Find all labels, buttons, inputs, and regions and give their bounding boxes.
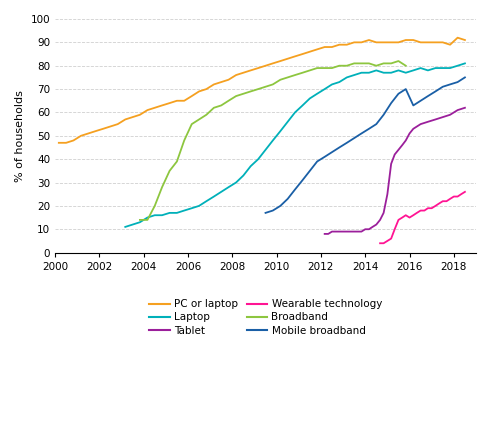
Y-axis label: % of households: % of households [15,90,25,182]
Legend: PC or laptop, Laptop, Tablet, Wearable technology, Broadband, Mobile broadband: PC or laptop, Laptop, Tablet, Wearable t… [145,295,386,340]
